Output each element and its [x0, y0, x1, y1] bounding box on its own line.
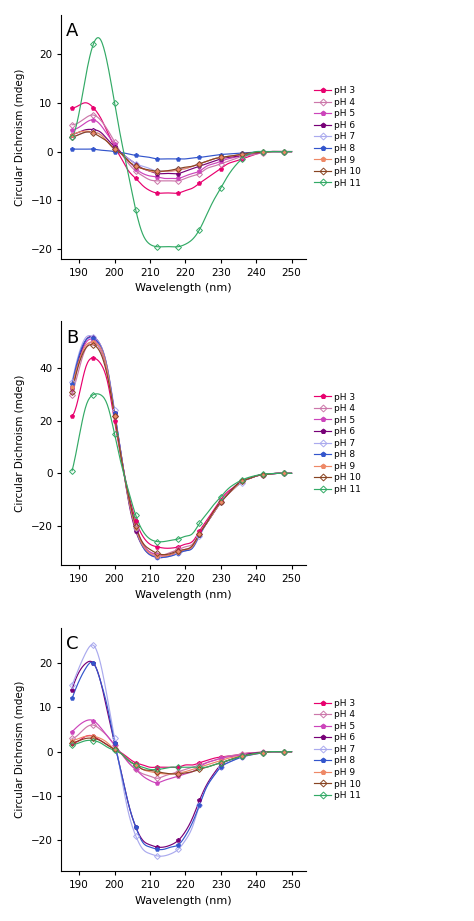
Y-axis label: Circular Dichroism (mdeg): Circular Dichroism (mdeg) [15, 681, 25, 818]
Legend: pH 3, pH 4, pH 5, pH 6, pH 7, pH 8, pH 9, pH 10, pH 11: pH 3, pH 4, pH 5, pH 6, pH 7, pH 8, pH 9… [313, 697, 363, 802]
X-axis label: Wavelength (nm): Wavelength (nm) [135, 896, 232, 906]
X-axis label: Wavelength (nm): Wavelength (nm) [135, 589, 232, 600]
Text: B: B [66, 329, 79, 346]
Legend: pH 3, pH 4, pH 5, pH 6, pH 7, pH 8, pH 9, pH 10, pH 11: pH 3, pH 4, pH 5, pH 6, pH 7, pH 8, pH 9… [313, 391, 363, 495]
X-axis label: Wavelength (nm): Wavelength (nm) [135, 284, 232, 294]
Y-axis label: Circular Dichroism (mdeg): Circular Dichroism (mdeg) [15, 68, 25, 205]
Text: A: A [66, 22, 79, 41]
Text: C: C [66, 635, 79, 653]
Y-axis label: Circular Dichroism (mdeg): Circular Dichroism (mdeg) [15, 375, 25, 512]
Legend: pH 3, pH 4, pH 5, pH 6, pH 7, pH 8, pH 9, pH 10, pH 11: pH 3, pH 4, pH 5, pH 6, pH 7, pH 8, pH 9… [313, 85, 363, 190]
